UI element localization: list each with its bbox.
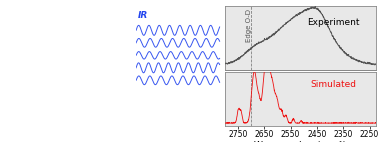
Text: Experiment: Experiment bbox=[308, 18, 360, 27]
X-axis label: Wavenumber (cm⁻¹): Wavenumber (cm⁻¹) bbox=[254, 141, 347, 142]
Text: IR: IR bbox=[138, 11, 148, 20]
Text: Simulated: Simulated bbox=[311, 80, 357, 89]
Text: Edge O-D: Edge O-D bbox=[246, 9, 252, 42]
